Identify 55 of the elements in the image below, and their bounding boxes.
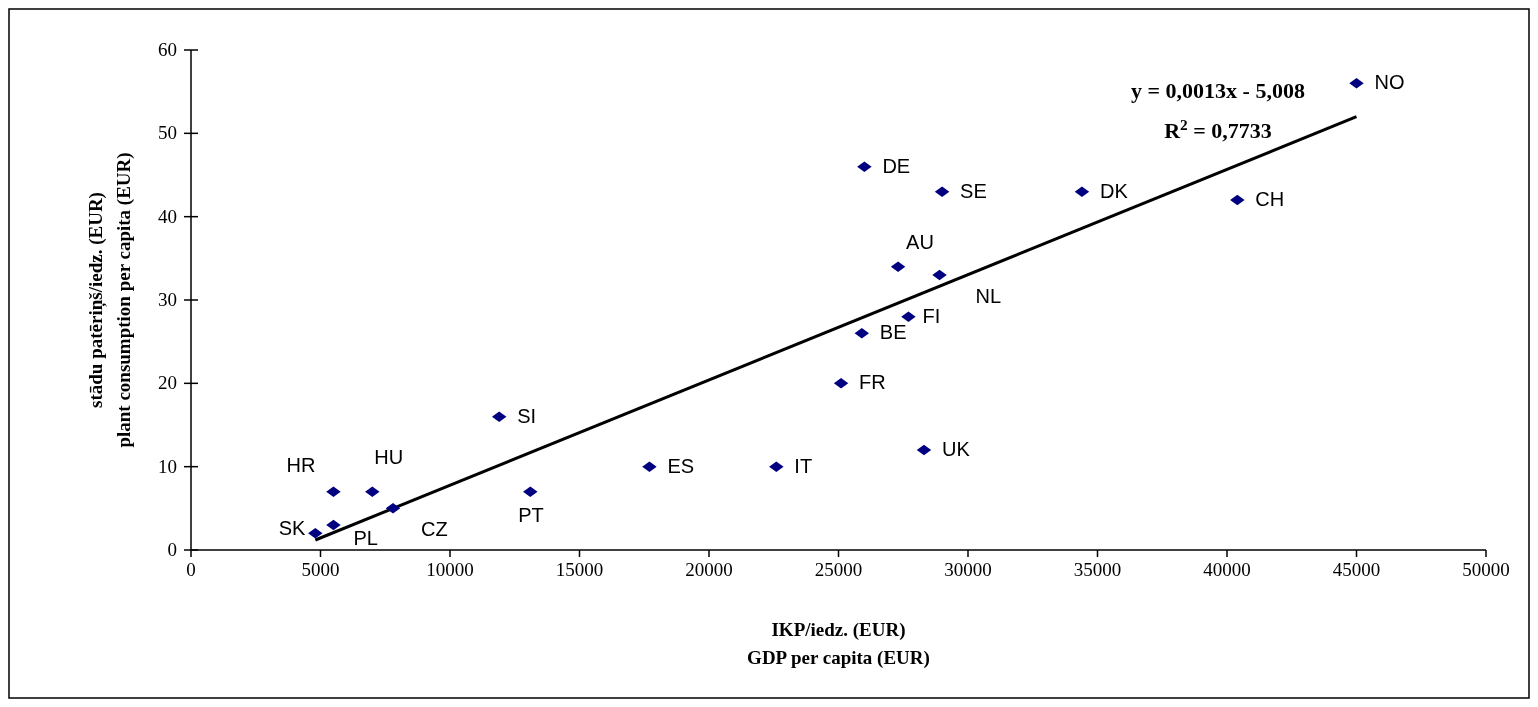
annotation: PT (518, 503, 544, 526)
point (932, 269, 947, 281)
point (901, 311, 916, 322)
y-tick-label: 30 (158, 289, 177, 310)
point (308, 528, 323, 539)
x-axis-title: IKP/iedz. (EUR) GDP per capita (EUR) (747, 619, 930, 669)
x-tick-label: 10000 (426, 559, 474, 580)
x-tick-label: 25000 (814, 559, 863, 580)
annotation: DE (882, 154, 911, 177)
x-tick-label: 35000 (1073, 559, 1122, 580)
annotation: DK (1099, 179, 1129, 202)
annotation: HR (286, 453, 316, 476)
annotation: PL (353, 527, 378, 549)
annotation: FR (859, 371, 886, 394)
x-tick-label: 0 (186, 559, 196, 580)
y-tick-label: 0 (167, 539, 177, 560)
y-tick-label: 60 (158, 39, 177, 60)
x-tick-label: 30000 (944, 559, 992, 580)
annotation: NL (975, 285, 1002, 307)
annotation: UK (941, 438, 971, 460)
annotation: CH (1255, 188, 1285, 210)
x-tick-label: 40000 (1203, 559, 1251, 580)
point (523, 486, 538, 497)
annotation: BE (879, 321, 907, 344)
point (326, 519, 341, 531)
x-tick-label: 20000 (685, 559, 733, 580)
annotation: NO (1374, 71, 1405, 94)
x-tick-label: 45000 (1332, 559, 1381, 580)
annotation: FI (922, 304, 941, 327)
point (642, 461, 657, 472)
annotation: ES (667, 454, 695, 477)
annotation: IT (794, 454, 813, 477)
point (1349, 78, 1364, 89)
point (857, 161, 872, 172)
annotation: y = 0,0013x - 5,008 (1131, 78, 1305, 103)
annotation: HU (374, 445, 404, 468)
x-tick-label: 15000 (555, 559, 604, 580)
y-tick-label: 20 (158, 372, 177, 394)
x-tick-label: 50000 (1462, 559, 1510, 580)
annotation: SE (960, 179, 987, 202)
point (769, 461, 784, 472)
annotation: AU (906, 230, 934, 253)
x-tick-label: 5000 (301, 559, 340, 580)
annotation: CZ (421, 518, 448, 541)
point (1230, 194, 1245, 206)
point (326, 486, 341, 497)
annotation: R$^{2}$ = 0,7733 (1164, 115, 1272, 143)
y-axis-title: stādu patēriņš/iedz. (EUR) plant consumption per capita (EUR) (85, 152, 135, 448)
annotation: SK (278, 517, 306, 540)
point (365, 486, 380, 497)
y-tick-label: 10 (158, 455, 177, 477)
point (916, 444, 932, 456)
annotation: SI (517, 404, 537, 427)
y-tick-label: 40 (158, 205, 177, 227)
y-tick-label: 50 (158, 122, 177, 144)
